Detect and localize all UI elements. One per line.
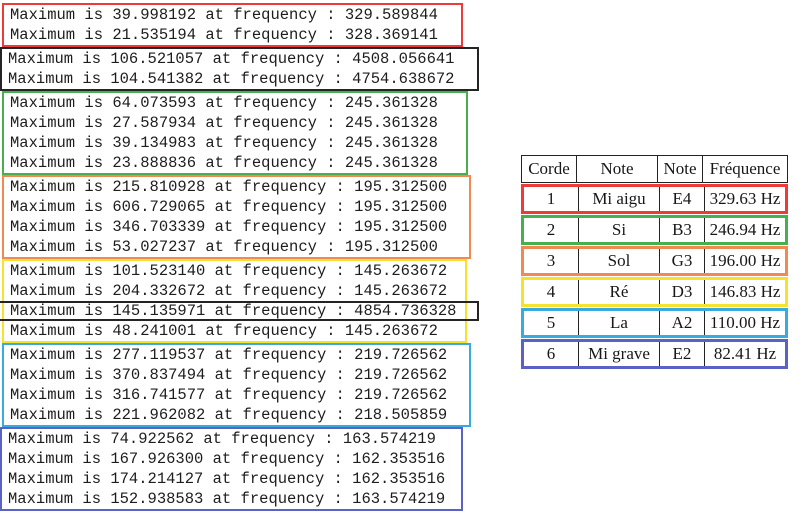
header-cell-frequence: Fréquence bbox=[709, 159, 781, 178]
table-header-row: Corde Note Note Fréquence bbox=[521, 155, 788, 183]
output-line: Maximum is 21.535194 at frequency : 328.… bbox=[10, 26, 438, 44]
output-line: Maximum is 370.837494 at frequency : 219… bbox=[10, 366, 448, 384]
header-cell-note-fr: Note bbox=[577, 156, 658, 182]
corde-cell: 2 bbox=[524, 218, 579, 242]
output-group-string-5-cyan: Maximum is 277.119537 at frequency : 219… bbox=[2, 343, 471, 427]
output-line: Maximum is 167.926300 at frequency : 162… bbox=[8, 450, 446, 468]
note-fr-cell: Sol bbox=[579, 249, 660, 273]
corde-cell: 3 bbox=[524, 249, 579, 273]
output-line: Maximum is 23.888836 at frequency : 245.… bbox=[10, 154, 438, 172]
output-group-outlier-black-1: Maximum is 106.521057 at frequency : 450… bbox=[0, 47, 479, 91]
frequency-cell: 146.83 Hz bbox=[709, 282, 781, 301]
output-line: Maximum is 204.332672 at frequency : 145… bbox=[10, 282, 448, 300]
header-cell-corde: Corde bbox=[522, 156, 577, 182]
note-en-cell: E2 bbox=[660, 342, 705, 366]
output-group-string-2-green: Maximum is 64.073593 at frequency : 245.… bbox=[2, 91, 468, 175]
note-fr-cell: Si bbox=[579, 218, 660, 242]
note-fr-cell: Mi aigu bbox=[579, 187, 660, 211]
string-frequency-table: Corde Note Note Fréquence 1 Mi aigu E4 329.… bbox=[521, 155, 788, 369]
maxima-output-panel: Maximum is 39.998192 at frequency : 329.… bbox=[0, 3, 479, 511]
output-line: Maximum is 53.027237 at frequency : 195.… bbox=[10, 238, 438, 256]
note-en-cell: B3 bbox=[660, 218, 705, 242]
corde-cell: 4 bbox=[524, 280, 579, 304]
frequency-cell: 110.00 Hz bbox=[709, 313, 781, 332]
output-line: Maximum is 606.729065 at frequency : 195… bbox=[10, 198, 448, 216]
corde-cell: 5 bbox=[524, 311, 579, 335]
output-group-string-4-yellow: Maximum is 101.523140 at frequency : 145… bbox=[0, 259, 479, 343]
output-line: Maximum is 215.810928 at frequency : 195… bbox=[10, 178, 448, 196]
table-row-corde-1: 1 Mi aigu E4 329.63 Hz bbox=[521, 184, 788, 214]
note-fr-cell: La bbox=[579, 311, 660, 335]
note-fr-cell: Ré bbox=[579, 280, 660, 304]
output-line: Maximum is 152.938583 at frequency : 163… bbox=[8, 490, 446, 508]
output-group-string-1-red: Maximum is 39.998192 at frequency : 329.… bbox=[2, 3, 463, 47]
output-line-highlighted: Maximum is 145.135971 at frequency : 485… bbox=[0, 301, 479, 321]
output-line: Maximum is 74.922562 at frequency : 163.… bbox=[8, 430, 436, 448]
note-en-cell: D3 bbox=[660, 280, 705, 304]
output-line: Maximum is 39.134983 at frequency : 245.… bbox=[10, 134, 438, 152]
table-row-corde-4: 4 Ré D3 146.83 Hz bbox=[521, 277, 788, 307]
note-en-cell: E4 bbox=[660, 187, 705, 211]
note-fr-cell: Mi grave bbox=[579, 342, 660, 366]
table-row-corde-3: 3 Sol G3 196.00 Hz bbox=[521, 246, 788, 276]
output-line: Maximum is 27.587934 at frequency : 245.… bbox=[10, 114, 438, 132]
frequency-cell: 246.94 Hz bbox=[709, 220, 781, 239]
output-line: Maximum is 48.241001 at frequency : 145.… bbox=[10, 322, 438, 340]
output-group-string-3-orange: Maximum is 215.810928 at frequency : 195… bbox=[2, 175, 471, 259]
output-line: Maximum is 106.521057 at frequency : 450… bbox=[8, 50, 455, 68]
output-line: Maximum is 39.998192 at frequency : 329.… bbox=[10, 6, 438, 24]
output-line: Maximum is 221.962082 at frequency : 218… bbox=[10, 406, 448, 424]
output-line: Maximum is 64.073593 at frequency : 245.… bbox=[10, 94, 438, 112]
output-line: Maximum is 277.119537 at frequency : 219… bbox=[10, 346, 448, 364]
table-row-corde-5: 5 La A2 110.00 Hz bbox=[521, 308, 788, 338]
output-line: Maximum is 346.703339 at frequency : 195… bbox=[10, 218, 448, 236]
note-en-cell: A2 bbox=[660, 311, 705, 335]
output-group-string-6-blue: Maximum is 74.922562 at frequency : 163.… bbox=[0, 427, 463, 511]
output-line: Maximum is 101.523140 at frequency : 145… bbox=[10, 262, 448, 280]
corde-cell: 6 bbox=[524, 342, 579, 366]
output-line: Maximum is 174.214127 at frequency : 162… bbox=[8, 470, 446, 488]
table-row-corde-2: 2 Si B3 246.94 Hz bbox=[521, 215, 788, 245]
frequency-cell: 329.63 Hz bbox=[709, 189, 781, 208]
header-cell-note-en: Note bbox=[658, 156, 703, 182]
table-row-corde-6: 6 Mi grave E2 82.41 Hz bbox=[521, 339, 788, 369]
output-line: Maximum is 316.741577 at frequency : 219… bbox=[10, 386, 448, 404]
output-line: Maximum is 104.541382 at frequency : 475… bbox=[8, 70, 455, 88]
corde-cell: 1 bbox=[524, 187, 579, 211]
frequency-cell: 196.00 Hz bbox=[709, 251, 781, 270]
frequency-cell: 82.41 Hz bbox=[713, 344, 777, 363]
note-en-cell: G3 bbox=[660, 249, 705, 273]
